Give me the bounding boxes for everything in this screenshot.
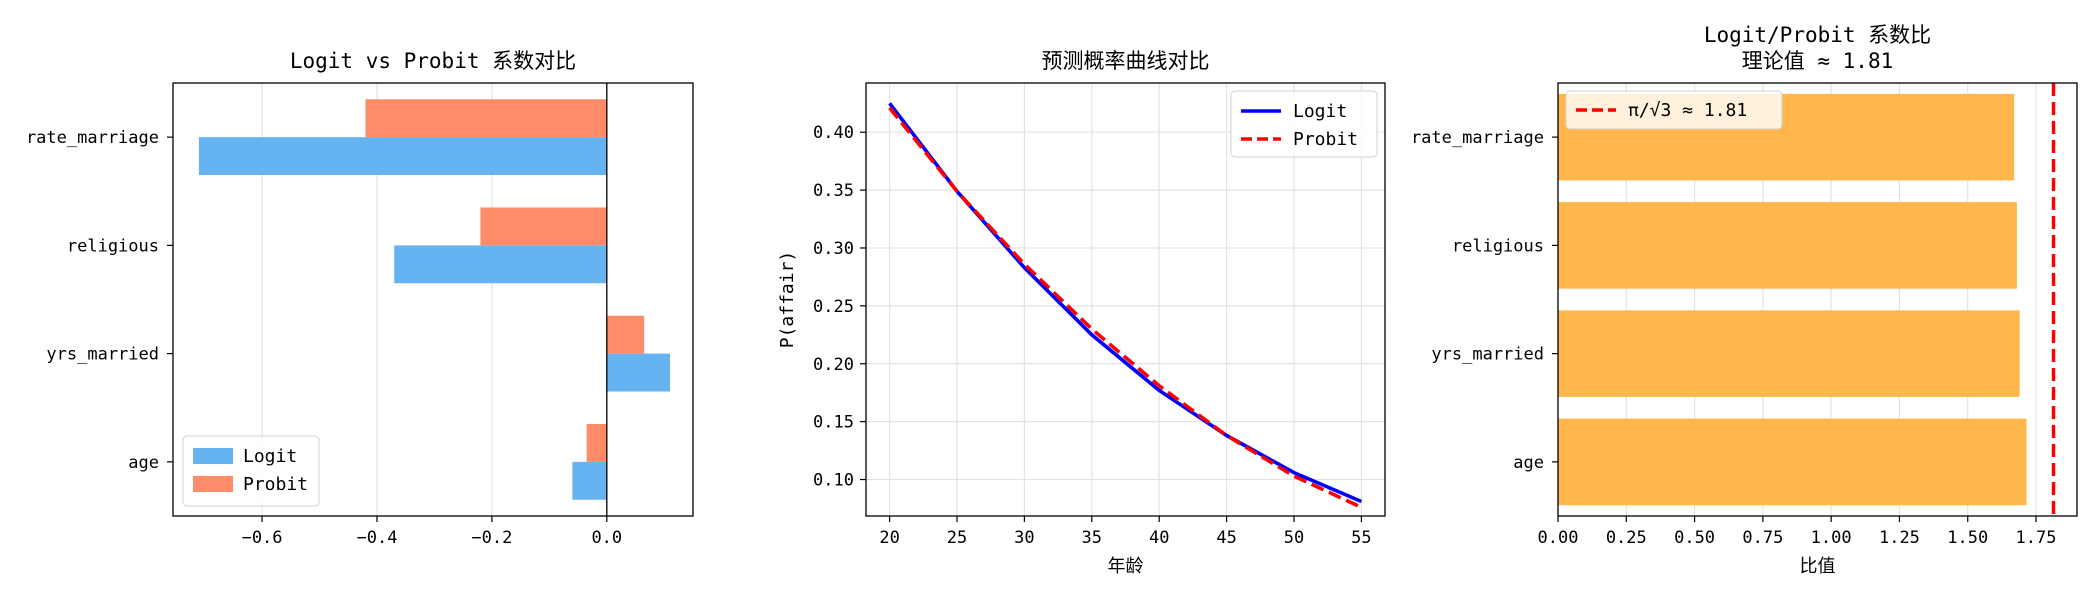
chart-predicted-probability: 20 25 30 35 40 45 50 55 0.10 0.15 0.20 0.25 0.30 0.35… xyxy=(777,49,1386,577)
line-probit xyxy=(888,106,1363,509)
y-tick-label: 0.30 xyxy=(813,239,854,259)
y-tick-label: 0.10 xyxy=(813,471,854,491)
x-tick-label: −0.2 xyxy=(471,528,512,548)
legend: π/√3 ≈ 1.81 xyxy=(1565,90,1783,130)
y-axis-label: P(affair) xyxy=(777,251,798,349)
legend-label: Logit xyxy=(1293,101,1347,122)
x-tick-label: 1.25 xyxy=(1879,528,1920,548)
x-tick-label: −0.6 xyxy=(242,528,283,548)
y-tick-label: age xyxy=(128,453,159,473)
bar-ratio xyxy=(1558,310,2020,397)
chart-title: Logit vs Probit 系数对比 xyxy=(290,49,576,73)
legend-label: Logit xyxy=(243,446,297,467)
x-tick-label: 1.75 xyxy=(2016,528,2057,548)
x-tick-label: 20 xyxy=(879,528,899,548)
x-tick-label: 45 xyxy=(1216,528,1236,548)
legend: Logit Probit xyxy=(182,435,320,507)
y-tick-label: religious xyxy=(67,236,159,256)
x-axis-label: 比值 xyxy=(1800,556,1836,577)
legend: Logit Probit xyxy=(1230,90,1378,158)
bar-probit xyxy=(365,99,607,138)
chart-coefficient-ratio: 0.00 0.25 0.50 0.75 1.00 1.25 1.50 1.75 age yrs_m… xyxy=(1411,23,2078,577)
x-tick-label: 0.75 xyxy=(1742,528,1783,548)
y-tick-label: 0.25 xyxy=(813,297,854,317)
bar-logit xyxy=(606,353,671,392)
legend-label: Probit xyxy=(1293,129,1358,150)
y-tick-label: yrs_married xyxy=(46,345,159,365)
y-tick-label: 0.35 xyxy=(813,181,854,201)
x-tick-label: 30 xyxy=(1014,528,1034,548)
legend-label: Probit xyxy=(243,474,308,495)
x-tick-label: 55 xyxy=(1351,528,1371,548)
bar-ratio xyxy=(1558,418,2027,506)
legend-swatch xyxy=(193,476,233,492)
y-tick-label: rate_marriage xyxy=(1411,128,1544,148)
y-tick-label: 0.15 xyxy=(813,413,854,433)
chart-title: 预测概率曲线对比 xyxy=(1042,49,1210,73)
chart-title: Logit/Probit 系数比 xyxy=(1704,23,1931,47)
y-tick-label: age xyxy=(1513,453,1544,473)
legend-box xyxy=(1565,90,1783,130)
x-tick-label: 25 xyxy=(947,528,967,548)
x-tick-label: 40 xyxy=(1149,528,1169,548)
plot-frame xyxy=(1557,82,2078,517)
bar-probit xyxy=(606,315,645,354)
y-tick-label: 0.20 xyxy=(813,355,854,375)
bar-logit xyxy=(394,245,607,284)
x-tick-label: 0.50 xyxy=(1674,528,1715,548)
chart-coefficient-comparison: −0.6 −0.4 −0.2 0.0 age yrs_married religious ra… xyxy=(26,49,694,548)
bar-logit xyxy=(572,461,607,500)
x-tick-label: −0.4 xyxy=(357,528,398,548)
x-tick-label: 50 xyxy=(1284,528,1304,548)
legend-label: π/√3 ≈ 1.81 xyxy=(1628,100,1747,121)
legend-swatch xyxy=(193,448,233,464)
x-tick-label: 35 xyxy=(1082,528,1102,548)
y-tick-label: religious xyxy=(1452,236,1544,256)
chart-subtitle: 理论值 ≈ 1.81 xyxy=(1742,49,1894,73)
plot-frame xyxy=(865,82,1386,517)
bar-probit xyxy=(586,423,607,462)
x-axis-label: 年龄 xyxy=(1108,556,1144,577)
x-tick-label: 0.25 xyxy=(1606,528,1647,548)
bar-ratio xyxy=(1558,202,2017,289)
x-tick-label: 0.00 xyxy=(1538,528,1579,548)
plot-frame xyxy=(172,82,694,517)
y-tick-label: 0.40 xyxy=(813,123,854,143)
x-tick-label: 1.50 xyxy=(1947,528,1988,548)
bar-logit xyxy=(198,137,607,176)
bar-probit xyxy=(480,207,607,246)
x-tick-label: 0.0 xyxy=(591,528,622,548)
y-tick-label: yrs_married xyxy=(1431,345,1544,365)
x-tick-label: 1.00 xyxy=(1811,528,1852,548)
y-tick-label: rate_marriage xyxy=(26,128,159,148)
